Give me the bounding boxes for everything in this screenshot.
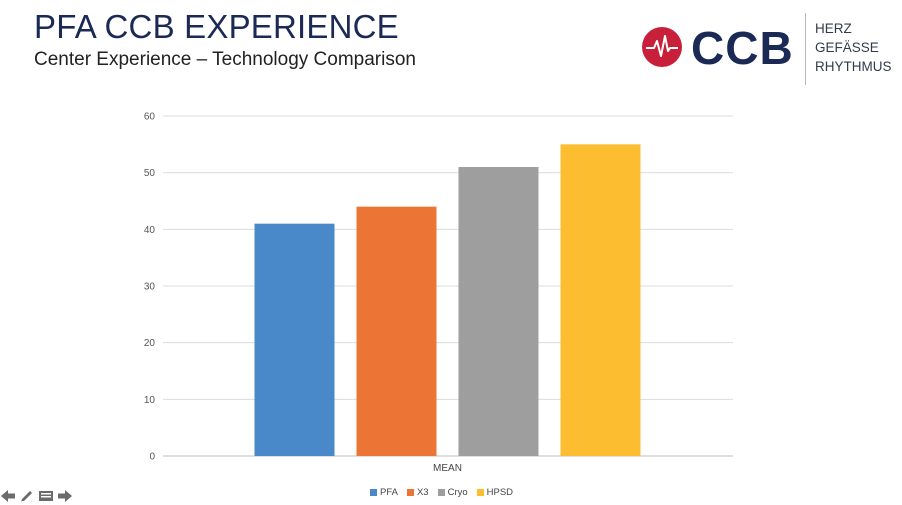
bar-pfa — [254, 223, 335, 456]
legend-item-cryo: Cryo — [437, 487, 468, 498]
slide-nav — [0, 489, 73, 503]
chart-legend: PFA X3 Cryo HPSD — [370, 487, 513, 498]
slide-title: PFA CCB EXPERIENCE — [34, 8, 399, 45]
arrow-right-icon[interactable] — [57, 489, 73, 503]
y-tick-label: 50 — [144, 168, 156, 179]
logo-divider — [805, 13, 806, 85]
legend-swatch — [437, 489, 445, 496]
logo-tagline-line: HERZ — [815, 21, 852, 36]
legend-item-pfa: PFA — [370, 487, 398, 498]
logo-tagline: HERZ GEFÄSSE RHYTHMUS — [815, 19, 892, 76]
ccb-logo: CCB HERZ GEFÄSSE RHYTHMUS — [641, 13, 901, 85]
heartbeat-circle-icon — [642, 27, 682, 67]
legend-swatch — [370, 489, 377, 496]
y-tick-label: 10 — [144, 395, 156, 406]
legend-label: HPSD — [486, 487, 514, 498]
pen-icon[interactable] — [19, 489, 35, 503]
arrow-left-icon[interactable] — [0, 489, 16, 503]
bar-hpsd — [560, 144, 641, 457]
slide-subtitle: Center Experience – Technology Compariso… — [34, 49, 416, 70]
bar-cryo — [458, 167, 539, 456]
legend-item-hpsd: HPSD — [476, 487, 514, 498]
legend-swatch — [406, 489, 414, 496]
legend-label: PFA — [380, 487, 398, 498]
logo-wordmark: CCB — [691, 22, 794, 74]
y-tick-label: 20 — [144, 338, 156, 349]
logo-tagline-line: RHYTHMUS — [815, 59, 892, 74]
y-tick-label: 30 — [144, 282, 156, 293]
legend-label: X3 — [416, 487, 429, 498]
y-tick-label: 60 — [144, 112, 156, 123]
y-tick-label: 40 — [144, 225, 156, 236]
menu-icon[interactable] — [38, 489, 54, 503]
logo-tagline-line: GEFÄSSE — [815, 40, 879, 55]
legend-swatch — [476, 489, 484, 496]
x-category-label: MEAN — [433, 463, 462, 474]
y-tick-label: 0 — [149, 452, 155, 463]
legend-label: Cryo — [447, 487, 468, 498]
bar-x3 — [356, 206, 437, 456]
legend-item-x3: X3 — [406, 487, 429, 498]
